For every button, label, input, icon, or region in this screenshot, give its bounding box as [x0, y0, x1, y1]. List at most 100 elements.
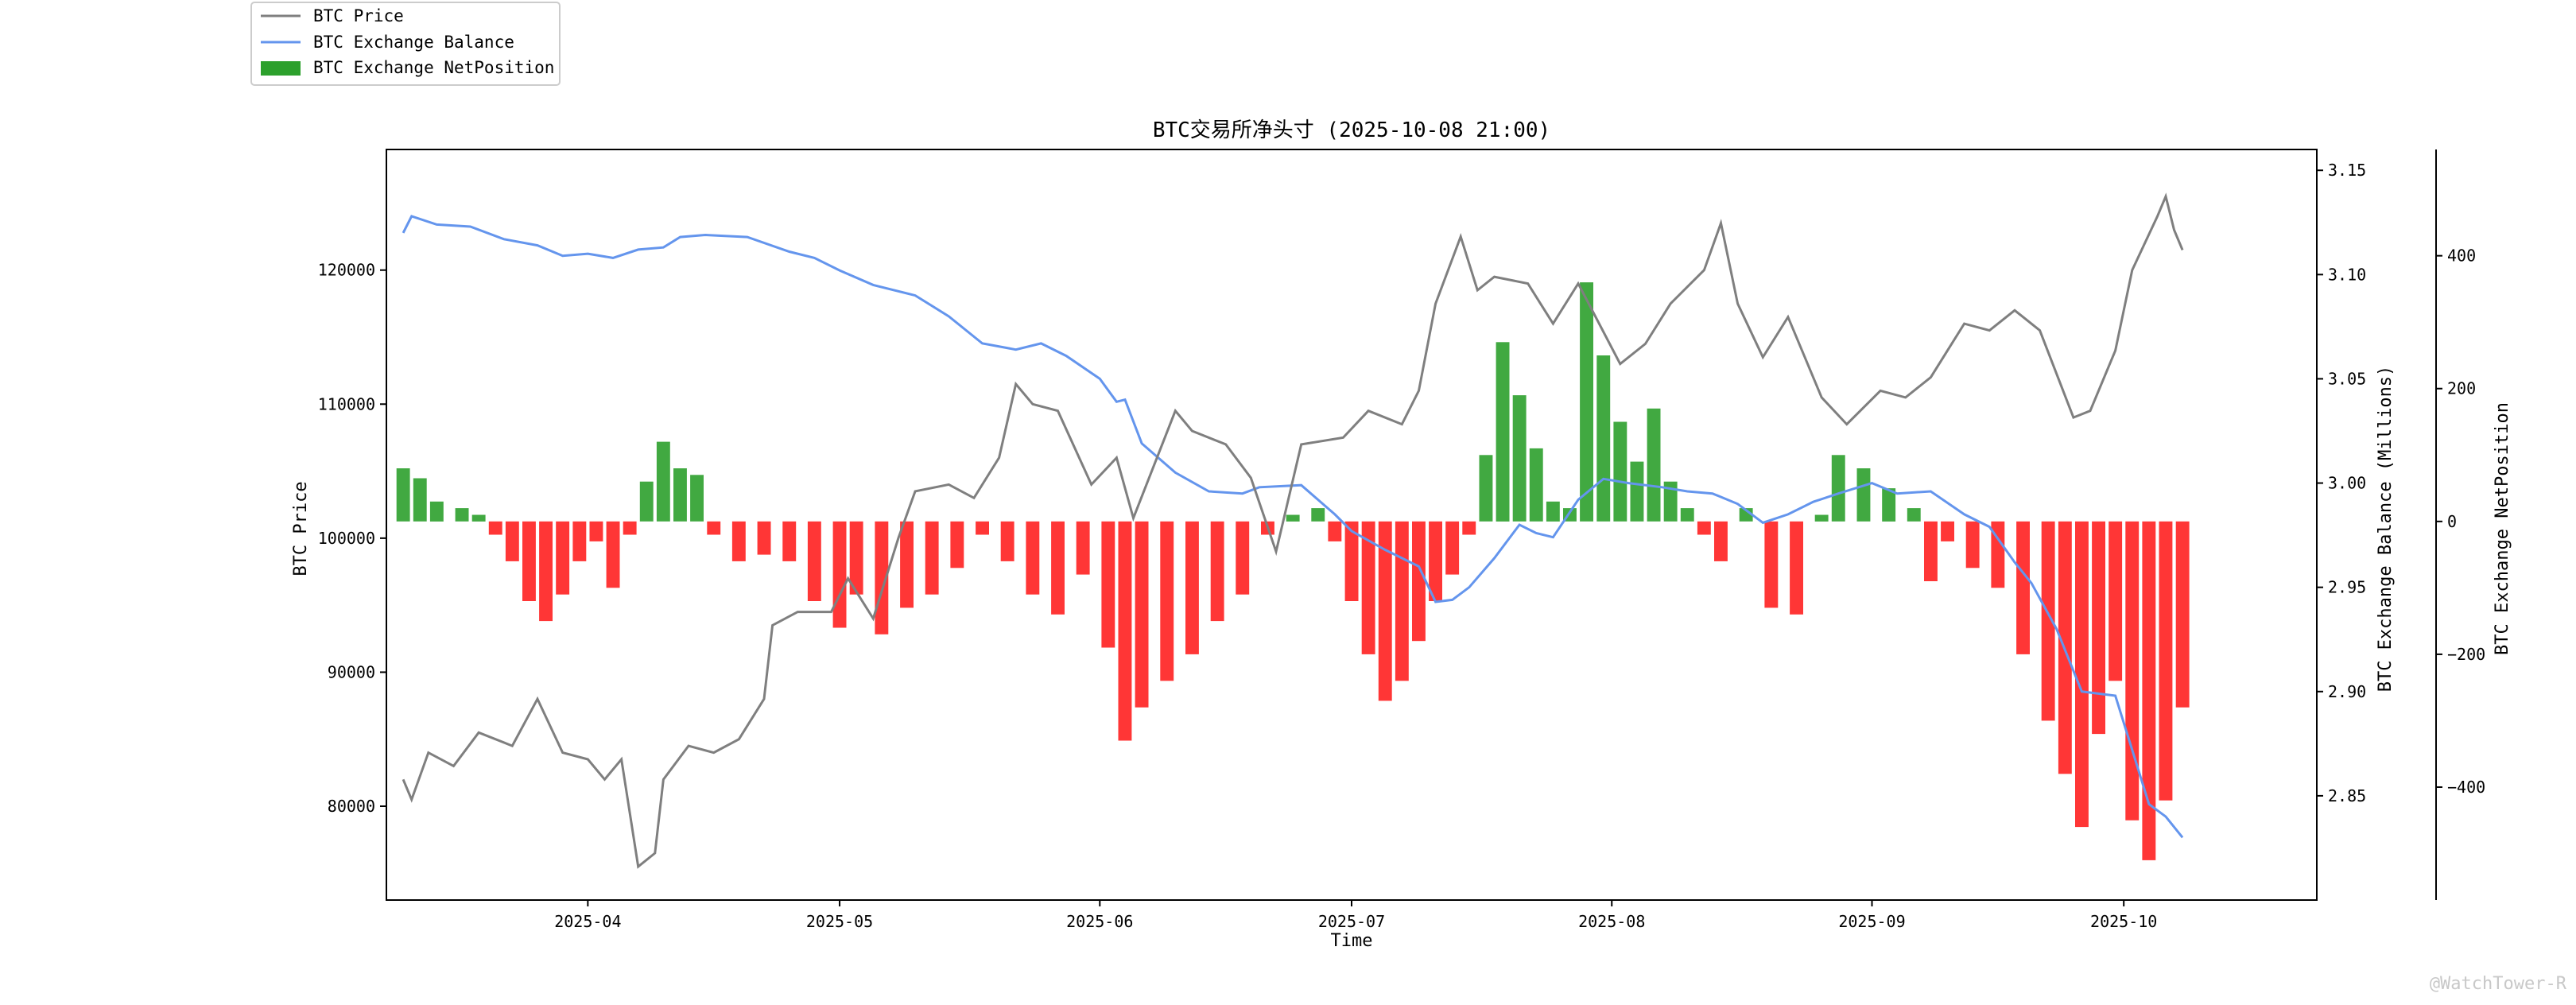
- x-axis: 2025-04 2025-05 2025-06 2025-07 2025-08 2025-…: [554, 900, 2157, 931]
- netposition-bar: [1814, 514, 1829, 522]
- netposition-bar: [1000, 521, 1014, 561]
- netposition-bar: [2075, 521, 2089, 828]
- netposition-bar: [925, 521, 939, 595]
- netposition-bar: [572, 521, 587, 561]
- legend-frame: [250, 2, 561, 86]
- netposition-bar: [623, 521, 637, 535]
- netposition-bar: [1991, 521, 2005, 588]
- netposition-bar: [1596, 355, 1611, 522]
- netposition-bar: [1882, 488, 1896, 522]
- netposition-bar: [1856, 468, 1871, 522]
- netposition-bar: [1429, 521, 1442, 601]
- netposition-bar: [1462, 521, 1476, 535]
- netposition-bar: [1479, 455, 1493, 522]
- balance-tick-label: 3.00: [2328, 474, 2366, 493]
- netposition-bar: [1185, 521, 1199, 654]
- netposition-tick-label: −400: [2447, 778, 2485, 797]
- netposition-bar: [1714, 521, 1728, 561]
- netposition-axis: −400 −200 0 200 400: [2435, 149, 2485, 900]
- netposition-bar: [690, 475, 704, 522]
- netposition-bar: [1118, 521, 1132, 741]
- netposition-bar: [488, 521, 502, 535]
- chart-title: BTC交易所净头寸 (2025-10-08 21:00): [1153, 118, 1550, 142]
- netposition-tick-label: 400: [2447, 246, 2476, 266]
- legend-netposition-swatch: [261, 61, 301, 76]
- balance-tick-label: 2.85: [2328, 786, 2366, 805]
- netposition-bar: [1445, 521, 1460, 575]
- price-tick-label: 90000: [328, 662, 375, 681]
- netposition-bar: [2159, 521, 2173, 801]
- netposition-tick-label: 0: [2447, 512, 2457, 531]
- netposition-bar: [1663, 481, 1678, 522]
- netposition-bar: [950, 521, 964, 568]
- netposition-bar: [807, 521, 821, 601]
- x-tick-label: 2025-05: [806, 912, 873, 931]
- netposition-bar: [1831, 455, 1845, 522]
- netposition-bar: [2092, 521, 2105, 735]
- netposition-bar: [1236, 521, 1250, 595]
- x-tick-label: 2025-07: [1318, 912, 1385, 931]
- netposition-bar: [1764, 521, 1779, 608]
- legend-price-label: BTC Price: [313, 6, 404, 25]
- netposition-bar: [1512, 395, 1527, 522]
- price-tick-label: 100000: [318, 529, 375, 548]
- netposition-bar: [731, 521, 746, 561]
- netposition-bar: [1613, 421, 1627, 522]
- netposition-bar: [539, 521, 553, 622]
- netposition-bar: [1965, 521, 1980, 568]
- price-axis-label: BTC Price: [291, 481, 311, 576]
- balance-tick-label: 2.90: [2328, 682, 2366, 701]
- netposition-bar: [1160, 521, 1174, 681]
- netposition-bar: [556, 521, 570, 595]
- netposition-bar: [429, 501, 444, 522]
- price-axis: 80000 90000 100000 110000 120000: [318, 261, 386, 816]
- netposition-bar: [1286, 514, 1300, 522]
- netposition-bar: [1135, 521, 1149, 708]
- balance-axis: 2.85 2.90 2.95 3.00 3.05 3.10 3.15: [2317, 161, 2366, 805]
- netposition-bar: [757, 521, 771, 555]
- netposition-bar: [2175, 521, 2190, 708]
- netposition-bar: [673, 468, 687, 522]
- netposition-bar: [2109, 521, 2123, 681]
- balance-tick-label: 3.15: [2328, 161, 2366, 180]
- netposition-bar: [832, 521, 847, 628]
- price-line: [402, 192, 2184, 869]
- x-tick-label: 2025-10: [2090, 912, 2157, 931]
- netposition-bar: [782, 521, 797, 561]
- netposition-bar: [1580, 282, 1593, 522]
- netposition-bar: [455, 508, 469, 522]
- netposition-bar: [1076, 521, 1090, 575]
- netposition-bar: [589, 521, 603, 541]
- legend-balance-label: BTC Exchange Balance: [313, 33, 514, 52]
- netposition-bar: [413, 478, 427, 522]
- netposition-bar: [2142, 521, 2156, 860]
- netposition-bar: [1412, 521, 1426, 642]
- balance-line: [402, 215, 2184, 839]
- netposition-bar: [2125, 521, 2140, 821]
- netposition-bar: [1647, 408, 1661, 522]
- netposition-bar: [1051, 521, 1065, 615]
- x-axis-label: Time: [1331, 931, 1373, 951]
- netposition-bar: [900, 521, 914, 608]
- price-tick-label: 80000: [328, 797, 375, 816]
- netposition-bar: [1328, 521, 1342, 541]
- price-tick-label: 120000: [318, 261, 375, 280]
- legend: BTC Price BTC Exchange Balance BTC Excha…: [250, 2, 561, 86]
- netposition-bar: [522, 521, 536, 601]
- balance-axis-label: BTC Exchange Balance (Millions): [2376, 366, 2396, 693]
- balance-tick-label: 2.95: [2328, 578, 2366, 597]
- netposition-bar: [505, 521, 519, 561]
- legend-netposition-label: BTC Exchange NetPosition: [313, 58, 554, 77]
- balance-tick-label: 3.10: [2328, 265, 2366, 284]
- netposition-bar: [606, 521, 620, 588]
- netposition-bar: [1026, 521, 1040, 595]
- netposition-bar: [849, 521, 863, 595]
- netposition-bar: [1680, 508, 1694, 522]
- netposition-bar: [1546, 501, 1560, 522]
- netposition-bar: [471, 514, 486, 522]
- netposition-bar: [1630, 461, 1644, 522]
- netposition-bars: [396, 282, 2190, 860]
- netposition-tick-label: −200: [2447, 645, 2485, 664]
- netposition-bar: [1907, 508, 1921, 522]
